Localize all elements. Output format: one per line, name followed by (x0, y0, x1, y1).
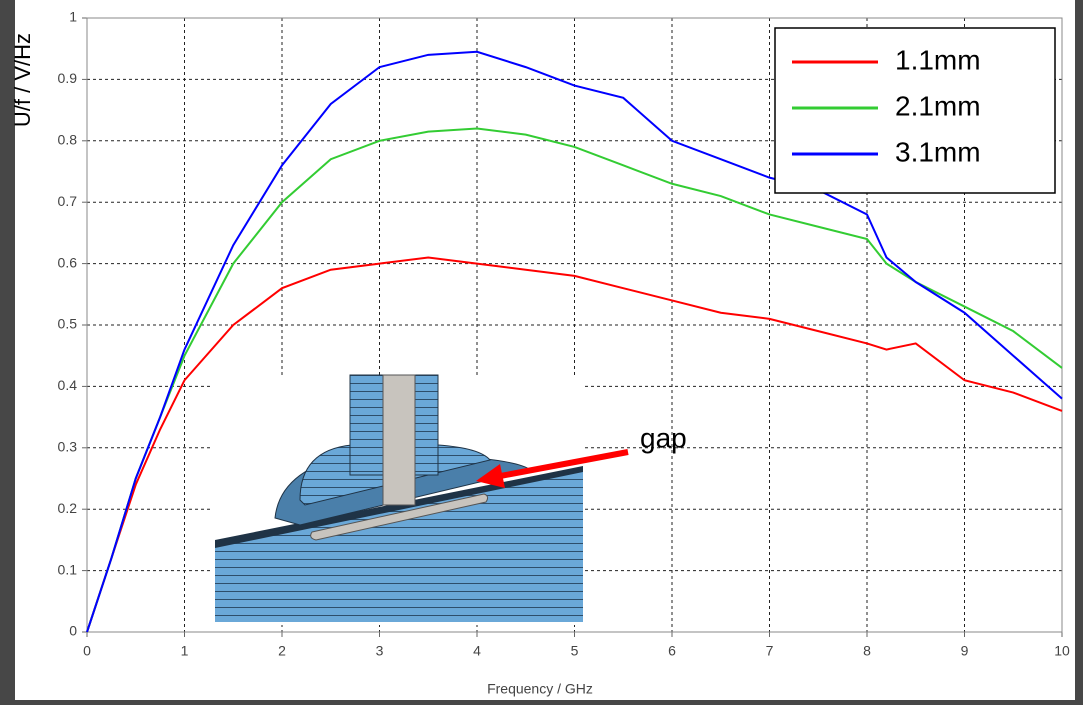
y-tick-label: 0.4 (58, 377, 78, 393)
legend-label: 1.1mm (895, 44, 981, 75)
y-tick-label: 0.2 (58, 500, 78, 516)
y-tick-label: 0 (69, 623, 77, 639)
series-line (86, 127, 1063, 633)
inset-diagram (213, 374, 583, 625)
series-line (86, 50, 1063, 633)
legend: 1.1mm 2.1mm 3.1mm (774, 27, 1056, 194)
y-tick-label: 0.9 (58, 70, 78, 86)
x-tick-label: 4 (473, 643, 481, 659)
annotation-arrow (476, 449, 629, 488)
x-axis-label: Frequency / GHz (487, 681, 593, 697)
x-tick-label: 7 (766, 643, 774, 659)
y-tick-label: 0.5 (58, 316, 78, 332)
plot-frame (86, 17, 1063, 633)
x-tick-label: 2 (278, 643, 286, 659)
annotation: gap (640, 422, 687, 453)
x-tick-label: 1 (181, 643, 189, 659)
y-tick-label: 1 (69, 9, 77, 25)
x-tick-label: 6 (668, 643, 676, 659)
y-tick-label: 0.1 (58, 561, 78, 577)
series-line (86, 256, 1063, 633)
x-tick-label: 3 (376, 643, 384, 659)
grid: 0 1 2 3 4 5 6 7 8 9 10 0 0.1 0.2 0.3 0.4 0.5 0.6 0.7 0.8 0.9… (58, 9, 1070, 659)
y-tick-label: 0.7 (58, 193, 78, 209)
y-tick-label: 0.3 (58, 439, 78, 455)
x-tick-label: 0 (83, 643, 91, 659)
x-tick-label: 9 (961, 643, 969, 659)
y-tick-label: 0.8 (58, 132, 78, 148)
data (86, 50, 1063, 633)
x-tick-label: 10 (1054, 643, 1070, 659)
y-axis-label: U/f / V/Hz (10, 33, 35, 127)
x-tick-label: 8 (863, 643, 871, 659)
y-tick-label: 0.6 (58, 254, 78, 270)
legend-label: 3.1mm (895, 136, 981, 167)
x-tick-label: 5 (571, 643, 579, 659)
legend-label: 2.1mm (895, 90, 981, 121)
